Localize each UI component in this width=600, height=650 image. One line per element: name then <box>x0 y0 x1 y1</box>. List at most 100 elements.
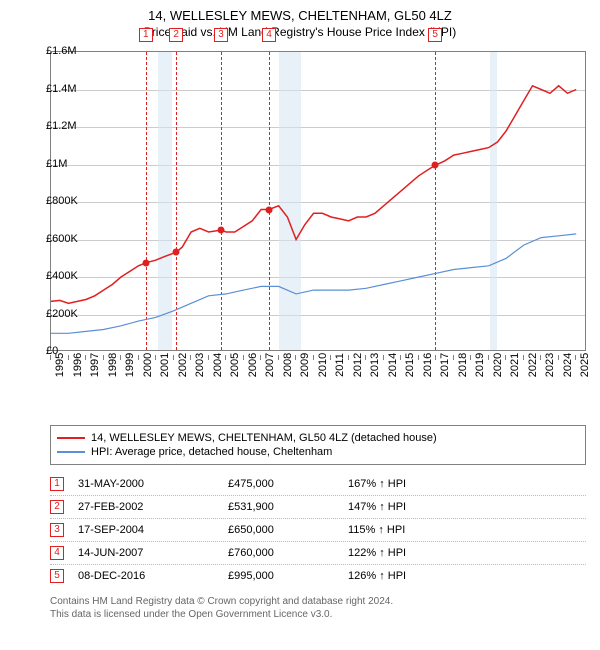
x-axis-label: 2007 <box>264 353 276 377</box>
sale-marker-badge: 4 <box>262 28 276 42</box>
footer-line2: This data is licensed under the Open Gov… <box>50 608 586 621</box>
sale-row: 4 14-JUN-2007£760,000122% ↑ HPI <box>50 541 586 564</box>
x-axis-label: 2010 <box>317 353 329 377</box>
x-tick-mark <box>575 355 576 360</box>
sale-row: 3 17-SEP-2004£650,000115% ↑ HPI <box>50 518 586 541</box>
x-tick-mark <box>558 355 559 360</box>
legend-swatch <box>57 437 85 439</box>
sale-price: £531,900 <box>228 501 348 513</box>
sale-marker-badge: 5 <box>428 28 442 42</box>
footer-line1: Contains HM Land Registry data © Crown c… <box>50 595 586 608</box>
legend-label: HPI: Average price, detached house, Chel… <box>91 446 332 458</box>
sale-date: 08-DEC-2016 <box>78 570 228 582</box>
sale-pct-vs-hpi: 115% ↑ HPI <box>348 524 488 536</box>
sale-number-badge: 4 <box>50 546 64 560</box>
sale-price: £995,000 <box>228 570 348 582</box>
x-tick-mark <box>435 355 436 360</box>
x-axis-label: 2006 <box>247 353 259 377</box>
x-tick-mark <box>173 355 174 360</box>
x-tick-mark <box>383 355 384 360</box>
x-axis-label: 2002 <box>177 353 189 377</box>
title-block: 14, WELLESLEY MEWS, CHELTENHAM, GL50 4LZ… <box>8 8 592 39</box>
x-axis-label: 2012 <box>352 353 364 377</box>
x-tick-mark <box>365 355 366 360</box>
x-axis-label: 2004 <box>212 353 224 377</box>
sale-number-badge: 1 <box>50 477 64 491</box>
x-tick-mark <box>348 355 349 360</box>
sale-marker-badge: 2 <box>169 28 183 42</box>
x-tick-mark <box>190 355 191 360</box>
x-tick-mark <box>523 355 524 360</box>
x-axis-label: 2016 <box>422 353 434 377</box>
sale-date: 17-SEP-2004 <box>78 524 228 536</box>
sale-row: 5 08-DEC-2016£995,000126% ↑ HPI <box>50 564 586 587</box>
x-tick-mark <box>120 355 121 360</box>
x-axis-label: 2023 <box>544 353 556 377</box>
sale-pct-vs-hpi: 167% ↑ HPI <box>348 478 488 490</box>
sale-pct-vs-hpi: 122% ↑ HPI <box>348 547 488 559</box>
x-tick-mark <box>243 355 244 360</box>
x-axis-label: 1996 <box>72 353 84 377</box>
x-axis-label: 2018 <box>457 353 469 377</box>
x-tick-mark <box>330 355 331 360</box>
x-tick-mark <box>155 355 156 360</box>
x-axis-label: 2008 <box>282 353 294 377</box>
x-tick-mark <box>85 355 86 360</box>
x-axis-label: 2001 <box>159 353 171 377</box>
x-tick-mark <box>488 355 489 360</box>
x-tick-mark <box>313 355 314 360</box>
x-axis-label: 2017 <box>439 353 451 377</box>
x-axis-label: 2024 <box>562 353 574 377</box>
x-tick-mark <box>103 355 104 360</box>
sale-pct-vs-hpi: 147% ↑ HPI <box>348 501 488 513</box>
sale-row: 1 31-MAY-2000£475,000167% ↑ HPI <box>50 473 586 495</box>
x-axis-label: 2021 <box>509 353 521 377</box>
x-tick-mark <box>208 355 209 360</box>
sale-pct-vs-hpi: 126% ↑ HPI <box>348 570 488 582</box>
x-axis-label: 2019 <box>474 353 486 377</box>
sale-number-badge: 5 <box>50 569 64 583</box>
x-tick-mark <box>505 355 506 360</box>
sale-marker-badge: 3 <box>214 28 228 42</box>
x-axis-label: 1999 <box>124 353 136 377</box>
x-tick-mark <box>68 355 69 360</box>
sales-table: 1 31-MAY-2000£475,000167% ↑ HPI 2 27-FEB-20… <box>50 473 586 587</box>
x-axis-label: 2000 <box>142 353 154 377</box>
x-axis-label: 2014 <box>387 353 399 377</box>
x-axis-label: 2022 <box>527 353 539 377</box>
x-tick-mark <box>540 355 541 360</box>
footer-attribution: Contains HM Land Registry data © Crown c… <box>50 595 586 621</box>
x-axis-label: 2013 <box>369 353 381 377</box>
sale-price: £650,000 <box>228 524 348 536</box>
x-tick-mark <box>260 355 261 360</box>
sale-number-badge: 3 <box>50 523 64 537</box>
sale-number-badge: 2 <box>50 500 64 514</box>
legend: 14, WELLESLEY MEWS, CHELTENHAM, GL50 4LZ… <box>50 425 586 465</box>
sale-date: 31-MAY-2000 <box>78 478 228 490</box>
x-tick-mark <box>295 355 296 360</box>
x-tick-mark <box>470 355 471 360</box>
sale-marker-badge: 1 <box>139 28 153 42</box>
x-axis-label: 2011 <box>334 353 346 377</box>
x-axis-label: 2009 <box>299 353 311 377</box>
x-tick-mark <box>138 355 139 360</box>
x-tick-mark <box>418 355 419 360</box>
x-axis-label: 2015 <box>404 353 416 377</box>
sale-price: £760,000 <box>228 547 348 559</box>
legend-item: HPI: Average price, detached house, Chel… <box>57 446 579 458</box>
title-address: 14, WELLESLEY MEWS, CHELTENHAM, GL50 4LZ <box>8 8 592 23</box>
x-tick-mark <box>225 355 226 360</box>
legend-label: 14, WELLESLEY MEWS, CHELTENHAM, GL50 4LZ… <box>91 432 437 444</box>
x-tick-mark <box>453 355 454 360</box>
x-axis-label: 1998 <box>107 353 119 377</box>
chart-container: 14, WELLESLEY MEWS, CHELTENHAM, GL50 4LZ… <box>8 8 592 621</box>
sale-price: £475,000 <box>228 478 348 490</box>
series-property <box>51 52 585 350</box>
legend-item: 14, WELLESLEY MEWS, CHELTENHAM, GL50 4LZ… <box>57 432 579 444</box>
sale-date: 14-JUN-2007 <box>78 547 228 559</box>
chart-area: 12345 1995199619971998199920002001200220… <box>50 45 586 425</box>
x-axis-label: 2005 <box>229 353 241 377</box>
sale-row: 2 27-FEB-2002£531,900147% ↑ HPI <box>50 495 586 518</box>
x-axis-ticks: 1995199619971998199920002001200220032004… <box>50 355 586 425</box>
sale-date: 27-FEB-2002 <box>78 501 228 513</box>
